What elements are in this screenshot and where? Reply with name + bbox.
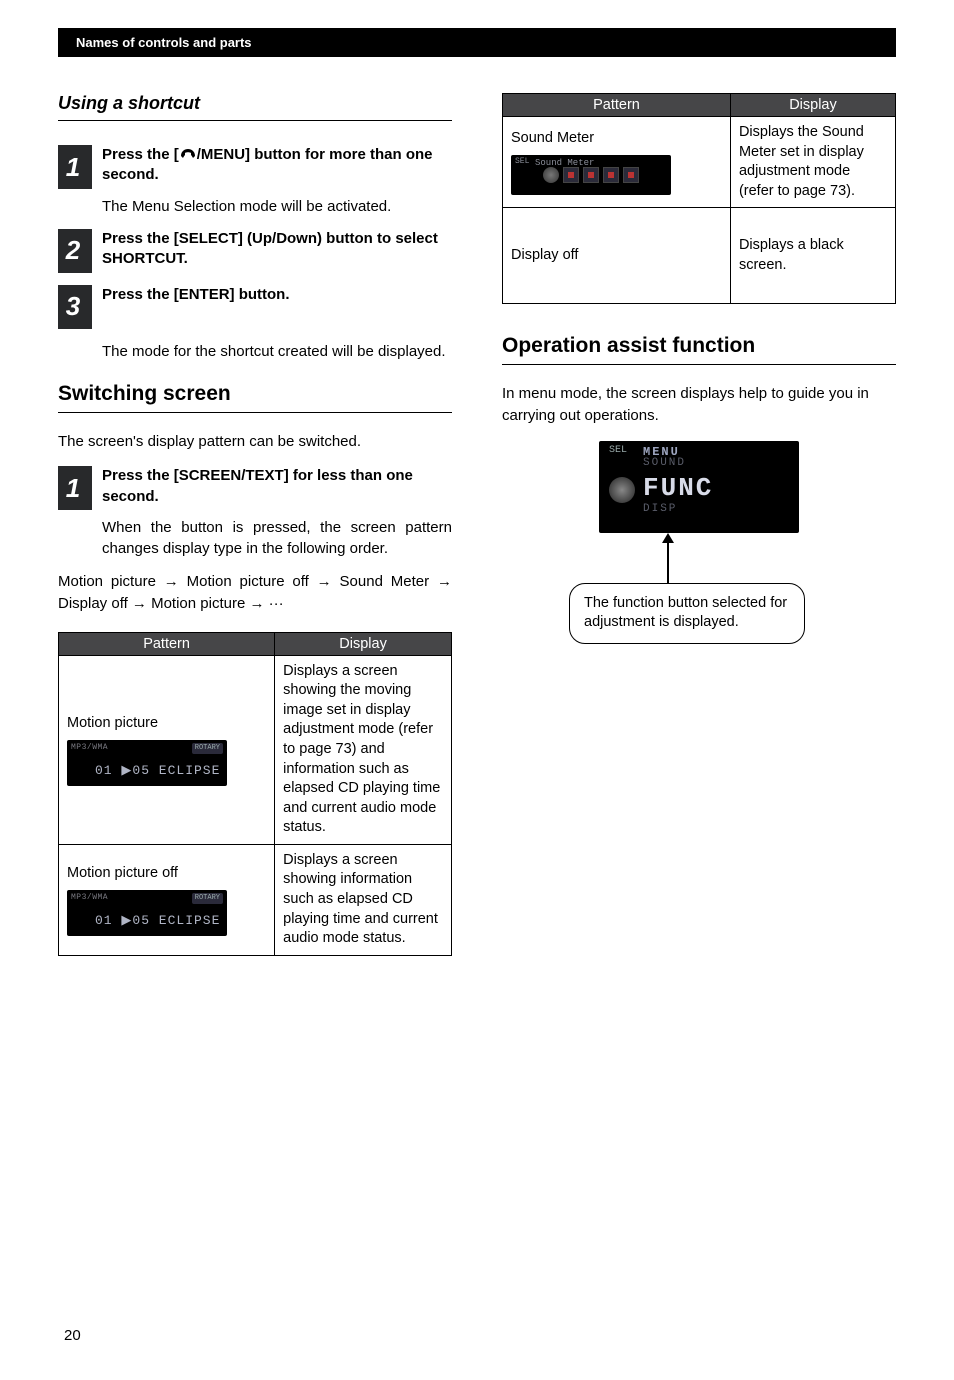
display-cell: Displays a black screen. bbox=[730, 208, 895, 304]
pattern-cell: Display off bbox=[503, 208, 731, 304]
step-body: Press the [SELECT] (Up/Down) button to s… bbox=[102, 229, 452, 273]
meter-knob-icon bbox=[543, 167, 559, 183]
step-title: Press the [ENTER] button. bbox=[102, 285, 452, 305]
meter-box-icon bbox=[583, 167, 599, 183]
th-pattern: Pattern bbox=[59, 632, 275, 655]
meter-box-icon bbox=[603, 167, 619, 183]
shot-main: 01 ▶05 ECLIPSE bbox=[95, 912, 220, 930]
content-columns: Using a shortcut 1 Press the [/MENU] but… bbox=[0, 57, 954, 956]
step-desc: The Menu Selection mode will be activate… bbox=[102, 196, 452, 217]
step-number: 1 bbox=[58, 466, 92, 510]
table-row: Sound Meter SEL Sound Meter Displays the… bbox=[503, 117, 896, 208]
th-display: Display bbox=[275, 632, 452, 655]
step-title: Press the [/MENU] button for more than o… bbox=[102, 145, 452, 186]
menu-knob-icon bbox=[609, 477, 635, 503]
switching-intro: The screen's display pattern can be swit… bbox=[58, 431, 452, 453]
screenshot-menu: SEL MENU SOUND FUNC DISP bbox=[599, 441, 799, 533]
menu-item-small: DISP bbox=[643, 503, 677, 515]
page-header-text: Names of controls and parts bbox=[76, 35, 252, 50]
step-body: Press the [/MENU] button for more than o… bbox=[102, 145, 452, 217]
step-number: 2 bbox=[58, 229, 92, 273]
display-cell: Displays a screen showing information su… bbox=[275, 844, 452, 955]
pattern-display-table-left: Pattern Display Motion picture MP3/WMA R… bbox=[58, 632, 452, 956]
table-row: Motion picture off MP3/WMA ROTARY 01 ▶05… bbox=[59, 844, 452, 955]
shortcut-step-3: 3 Press the [ENTER] button. bbox=[58, 285, 452, 329]
step-title: Press the [SELECT] (Up/Down) button to s… bbox=[102, 229, 452, 270]
shot-text: MP3/WMA bbox=[71, 743, 108, 754]
left-column: Using a shortcut 1 Press the [/MENU] but… bbox=[58, 93, 452, 956]
shot-text: MP3/WMA bbox=[71, 893, 108, 904]
meter-box-icon bbox=[623, 167, 639, 183]
screenshot-motion-picture-off: MP3/WMA ROTARY 01 ▶05 ECLIPSE bbox=[67, 890, 227, 936]
table-row: Motion picture MP3/WMA ROTARY 01 ▶05 ECL… bbox=[59, 655, 452, 844]
step-title: Press the [SCREEN/TEXT] for less than on… bbox=[102, 466, 452, 507]
assist-illustration: SEL MENU SOUND FUNC DISP The function bu… bbox=[569, 441, 829, 644]
pattern-label: Motion picture bbox=[67, 715, 158, 731]
switching-step-1: 1 Press the [SCREEN/TEXT] for less than … bbox=[58, 466, 452, 559]
shot-rotary: ROTARY bbox=[192, 893, 223, 904]
page-number: 20 bbox=[64, 1327, 81, 1344]
pattern-label: Sound Meter bbox=[511, 130, 594, 146]
shortcut-step-2: 2 Press the [SELECT] (Up/Down) button to… bbox=[58, 229, 452, 273]
heading-switching: Switching screen bbox=[58, 382, 452, 413]
heading-assist: Operation assist function bbox=[502, 334, 896, 365]
step-body: Press the [ENTER] button. bbox=[102, 285, 452, 329]
menu-item-small: SOUND bbox=[643, 457, 686, 469]
right-column: Pattern Display Sound Meter SEL Sound Me… bbox=[502, 93, 896, 956]
arrow-tip-icon bbox=[662, 533, 674, 543]
th-display: Display bbox=[730, 94, 895, 117]
th-pattern: Pattern bbox=[503, 94, 731, 117]
display-cell: Displays a screen showing the moving ima… bbox=[275, 655, 452, 844]
display-cell: Displays the Sound Meter set in display … bbox=[730, 117, 895, 208]
pattern-cell: Motion picture off MP3/WMA ROTARY 01 ▶05… bbox=[59, 844, 275, 955]
flow-sequence: Motion picture → Motion picture off → So… bbox=[58, 571, 452, 616]
assist-intro: In menu mode, the screen displays help t… bbox=[502, 383, 896, 427]
shot-sel: SEL bbox=[515, 157, 529, 168]
step-desc: When the button is pressed, the screen p… bbox=[102, 517, 452, 559]
table-row: Display off Displays a black screen. bbox=[503, 208, 896, 304]
pattern-cell: Motion picture MP3/WMA ROTARY 01 ▶05 ECL… bbox=[59, 655, 275, 844]
pattern-cell: Sound Meter SEL Sound Meter bbox=[503, 117, 731, 208]
menu-sel: SEL bbox=[609, 445, 627, 456]
step-title-pre: Press the [ bbox=[102, 146, 179, 163]
step-number: 3 bbox=[58, 285, 92, 329]
step-number: 1 bbox=[58, 145, 92, 189]
page-header: Names of controls and parts bbox=[58, 28, 896, 57]
shortcut-step-1: 1 Press the [/MENU] button for more than… bbox=[58, 145, 452, 217]
menu-item-selected: FUNC bbox=[643, 473, 713, 503]
pattern-label: Motion picture off bbox=[67, 865, 178, 881]
phone-icon bbox=[179, 147, 197, 161]
shortcut-tail: The mode for the shortcut created will b… bbox=[102, 341, 452, 362]
shot-main: 01 ▶05 ECLIPSE bbox=[95, 762, 220, 780]
pattern-display-table-right: Pattern Display Sound Meter SEL Sound Me… bbox=[502, 93, 896, 304]
screenshot-sound-meter: SEL Sound Meter bbox=[511, 155, 671, 195]
meter-box-icon bbox=[563, 167, 579, 183]
shot-rotary: ROTARY bbox=[192, 743, 223, 754]
heading-shortcut: Using a shortcut bbox=[58, 93, 452, 121]
screenshot-motion-picture: MP3/WMA ROTARY 01 ▶05 ECLIPSE bbox=[67, 740, 227, 786]
arrow-line bbox=[667, 543, 669, 583]
callout-box: The function button selected for adjustm… bbox=[569, 583, 805, 644]
pattern-label: Display off bbox=[511, 247, 578, 263]
step-body: Press the [SCREEN/TEXT] for less than on… bbox=[102, 466, 452, 559]
